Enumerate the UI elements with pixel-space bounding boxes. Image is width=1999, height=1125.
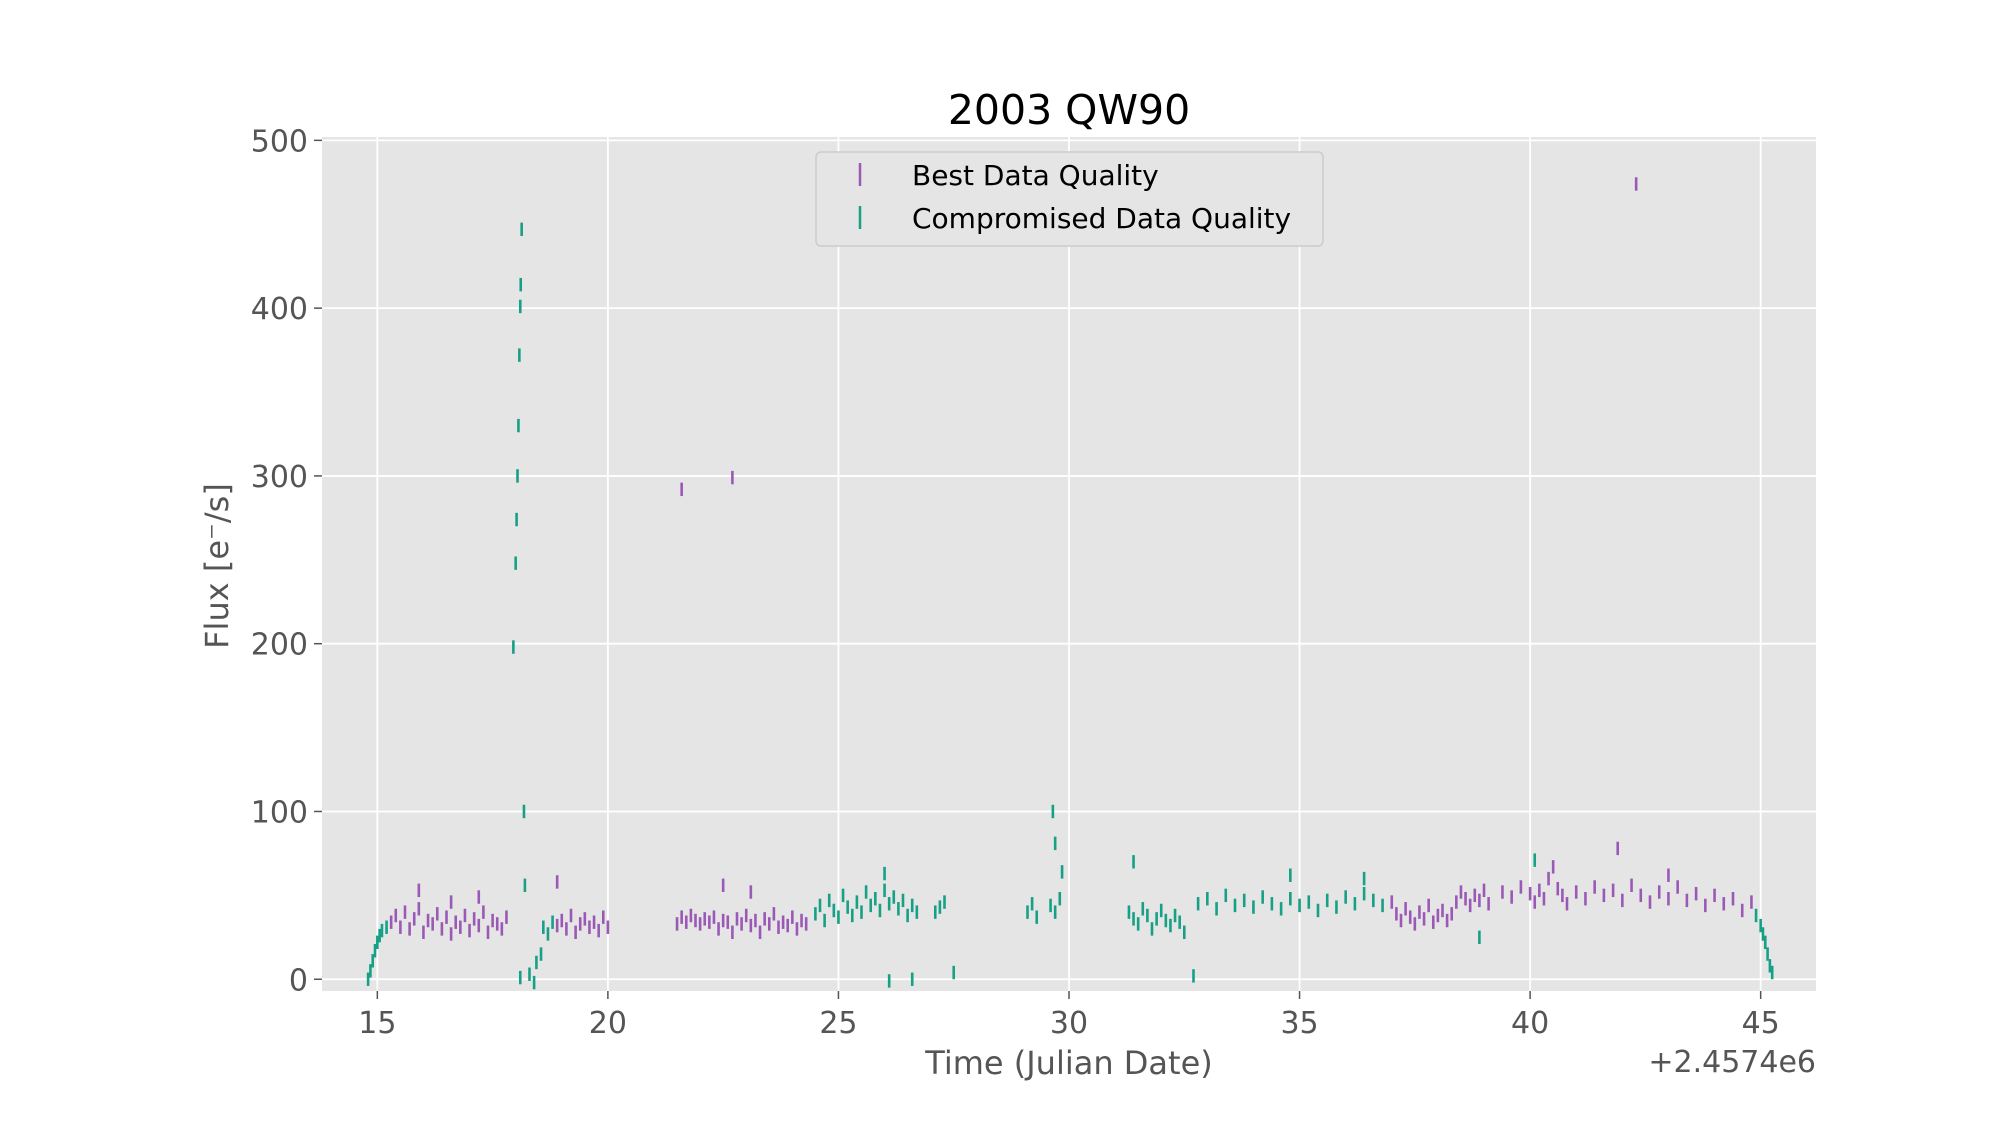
y-axis-label: Flux [e⁻/s] [198, 483, 236, 649]
data-points [366, 177, 1774, 990]
y-tick-label: 500 [251, 124, 308, 159]
y-tick-label: 0 [289, 963, 308, 998]
x-tick-label: 15 [358, 1006, 396, 1041]
legend-box [815, 151, 1324, 247]
x-axis-label: Time (Julian Date) [924, 1044, 1213, 1082]
x-tick-label: 45 [1742, 1006, 1780, 1041]
chart-title: 2003 QW90 [948, 86, 1190, 134]
y-tick-label: 200 [251, 628, 308, 663]
legend-label-best: Best Data Quality [912, 159, 1159, 192]
y-tick-label: 300 [251, 460, 308, 495]
y-tick-label: 400 [251, 292, 308, 327]
x-tick-label: 20 [589, 1006, 627, 1041]
x-tick-label: 25 [819, 1006, 857, 1041]
x-tick-label: 30 [1050, 1006, 1088, 1041]
axes: 15 20 25 30 35 40 45 0 100 200 300 400 500 [251, 124, 1780, 1041]
x-tick-label: 40 [1511, 1006, 1549, 1041]
series-best-data-quality [389, 177, 1753, 941]
legend: Best Data Quality Compromised Data Quali… [815, 151, 1324, 247]
legend-label-compromised: Compromised Data Quality [912, 202, 1291, 235]
x-axis-offset-label: +2.4574e6 [1648, 1045, 1816, 1080]
y-tick-label: 100 [251, 795, 308, 830]
series-compromised-data-quality [366, 222, 1774, 990]
x-tick-label: 35 [1280, 1006, 1318, 1041]
grid-lines [322, 137, 1816, 991]
